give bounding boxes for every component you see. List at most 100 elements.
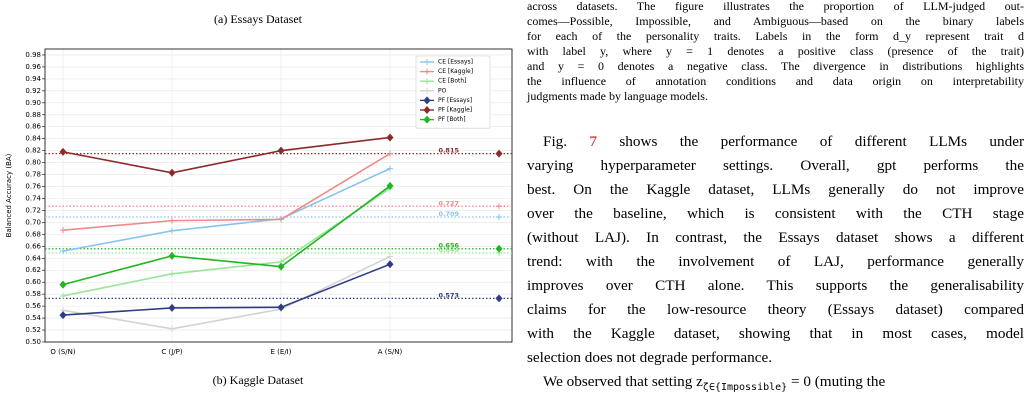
series-line [62, 255, 391, 330]
plot-frame [44, 48, 513, 343]
baseline-marker [495, 294, 503, 303]
y-tick-label: 0.98 [25, 51, 41, 59]
text: shows the performance of different LLMs … [597, 133, 1024, 150]
y-tick-label: 0.88 [25, 111, 41, 119]
baseline-label: 0.709 [438, 210, 459, 218]
point [168, 303, 176, 312]
baseline-marker [495, 149, 503, 158]
legend-box [415, 55, 491, 129]
body-line: varying hyperparameter settings. Overall… [527, 157, 1024, 174]
point [169, 270, 175, 277]
y-axis-label: Balanced Accuracy (BA) [5, 153, 13, 237]
point [277, 146, 285, 155]
y-tick-label: 0.72 [25, 206, 41, 214]
body-line: (without LAJ). In contrast, the Essays d… [527, 229, 1024, 246]
body-line: selection does not degrade performance. [527, 349, 773, 366]
legend-label: CE [Kaggle] [438, 68, 473, 75]
caption-line: across datasets. The figure illustrates … [527, 0, 1024, 13]
caption-line: with label y, where y = 1 denotes a posi… [527, 44, 1024, 58]
point [169, 217, 175, 224]
body-line: over the baseline, which is consistent w… [527, 205, 1024, 222]
body-line: trend: with the involvement of LAJ, perf… [527, 253, 1024, 270]
point [59, 147, 67, 156]
point [59, 280, 67, 289]
series-line [62, 167, 391, 252]
y-tick-label: 0.62 [25, 266, 41, 274]
series-line [62, 152, 391, 231]
point [60, 227, 66, 234]
caption-line: judgments made by language models. [527, 89, 708, 103]
legend-marker [424, 59, 430, 65]
series-line [62, 263, 391, 316]
y-tick-label: 0.70 [25, 218, 41, 226]
baseline-marker [496, 214, 502, 221]
x-tick-label: E (E/I) [271, 348, 292, 356]
x-tick-label: C (J/P) [161, 348, 182, 356]
baseline-marker [495, 244, 503, 253]
y-tick-label: 0.96 [25, 63, 41, 71]
text: Fig. [543, 133, 590, 150]
y-tick-label: 0.64 [25, 254, 41, 262]
caption-line: for each of the personality traits. Labe… [527, 29, 1024, 43]
legend-label: PO [438, 87, 447, 94]
series-line [62, 136, 391, 174]
body-line: improves over CTH alone. This supports t… [527, 277, 1024, 294]
y-tick-label: 0.90 [25, 99, 41, 107]
point [387, 165, 393, 172]
chart: 0.50 0.52 0.54 0.56 0.58 0.60 0.62 0.64 0.66 0.68… [5, 48, 513, 356]
legend-label: PF [Kaggle] [438, 107, 472, 114]
y-tick-label: 0.50 [25, 338, 41, 346]
legend-marker [424, 87, 430, 94]
point [277, 303, 285, 312]
point [386, 133, 394, 142]
body-line: with the Kaggle dataset, showing that in… [527, 325, 1024, 342]
legend-marker [423, 106, 431, 114]
figure-ref[interactable]: 7 [589, 133, 598, 150]
point [386, 181, 394, 190]
legend-marker [424, 78, 430, 85]
x-tick-label: A (S/N) [378, 348, 403, 356]
point [168, 168, 176, 177]
y-tick-label: 0.56 [25, 302, 41, 310]
point [169, 325, 175, 332]
point [387, 253, 393, 260]
point [277, 262, 285, 271]
y-tick-label: 0.86 [25, 123, 41, 131]
body-line: best. On the Kaggle dataset, LLMs genera… [527, 181, 1024, 198]
caption-line: comes—Possible, Impossible, and Ambiguou… [527, 14, 1024, 28]
legend-marker [424, 68, 430, 75]
legend-label: CE [Both] [438, 78, 467, 85]
y-tick-label: 0.74 [25, 194, 41, 202]
point [168, 251, 176, 260]
text: = 0 (muting the [787, 373, 886, 390]
y-tick-label: 0.76 [25, 183, 41, 191]
baseline-label: 0.815 [438, 147, 459, 155]
legend-marker [423, 115, 431, 124]
y-tick-label: 0.60 [25, 278, 41, 286]
legend-marker [423, 96, 431, 105]
y-tick-label: 0.84 [25, 135, 41, 143]
point [59, 311, 67, 320]
y-tick-label: 0.68 [25, 230, 41, 238]
legend-label: PF [Both] [438, 116, 466, 123]
body-line: We observed that setting zζ∈{Impossible}… [543, 373, 1028, 397]
point [387, 150, 393, 157]
legend-label: CE [Essays] [438, 59, 473, 66]
y-tick-label: 0.54 [25, 314, 41, 322]
legend-label: PF [Essays] [438, 97, 472, 104]
text: We observed that setting z [543, 373, 703, 390]
point [386, 260, 394, 269]
baseline-label: 0.727 [438, 199, 459, 207]
y-tick-label: 0.82 [25, 147, 41, 155]
x-tick-label: O (S/N) [50, 348, 76, 356]
y-tick-label: 0.94 [25, 75, 41, 83]
baseline-marker [496, 203, 502, 210]
point [278, 216, 284, 223]
body-line: Fig. 7 shows the performance of differen… [543, 133, 1024, 151]
y-tick-label: 0.92 [25, 87, 41, 95]
caption-a: (a) Essays Dataset [214, 12, 302, 26]
point [169, 227, 175, 234]
subscript: ζ∈{Impossible} [702, 382, 788, 394]
baseline-label: 0.573 [438, 291, 459, 299]
